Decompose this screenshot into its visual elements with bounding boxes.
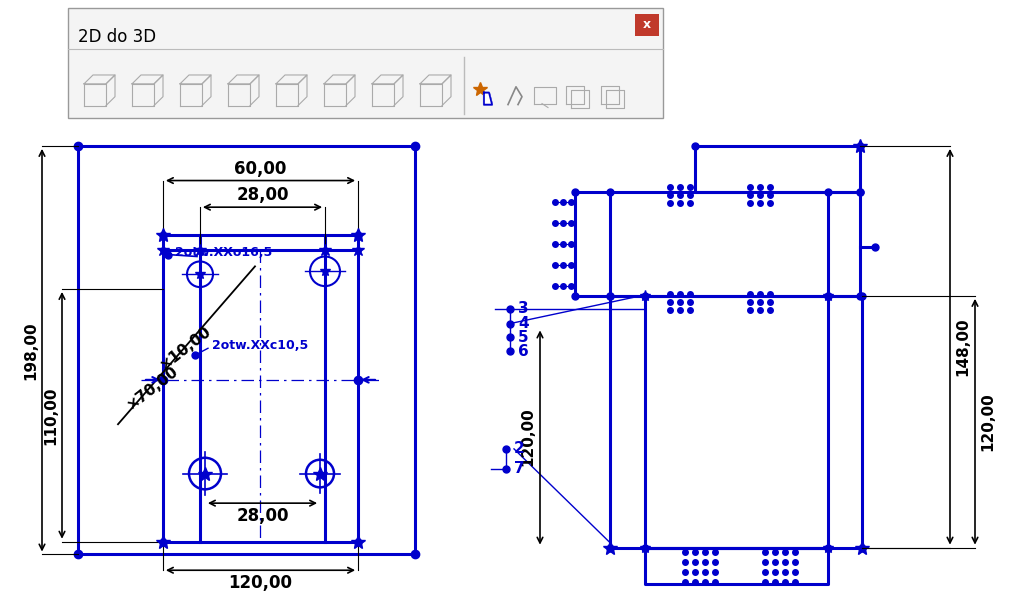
Text: 2otw.XXo16,5: 2otw.XXo16,5 bbox=[175, 246, 272, 259]
Text: 120,00: 120,00 bbox=[520, 408, 535, 466]
Text: 4: 4 bbox=[518, 316, 528, 331]
Text: ×10,00: ×10,00 bbox=[156, 324, 213, 373]
Text: x: x bbox=[643, 18, 651, 31]
Text: 2D do 3D: 2D do 3D bbox=[78, 29, 156, 46]
Text: 2: 2 bbox=[514, 441, 524, 456]
Text: 110,00: 110,00 bbox=[43, 386, 58, 444]
FancyBboxPatch shape bbox=[635, 14, 659, 36]
Text: 120,00: 120,00 bbox=[228, 574, 293, 592]
Text: 6: 6 bbox=[518, 344, 528, 359]
Text: 60,00: 60,00 bbox=[234, 159, 287, 177]
Text: 28,00: 28,00 bbox=[237, 507, 289, 525]
Text: 7: 7 bbox=[514, 461, 524, 476]
Text: ×70,00: ×70,00 bbox=[123, 363, 180, 412]
Text: 148,00: 148,00 bbox=[955, 317, 970, 375]
Text: 28,00: 28,00 bbox=[237, 186, 289, 204]
Text: 5: 5 bbox=[518, 330, 528, 345]
FancyBboxPatch shape bbox=[68, 8, 663, 118]
Text: 198,00: 198,00 bbox=[23, 321, 38, 380]
Text: 120,00: 120,00 bbox=[980, 392, 995, 450]
Text: 3: 3 bbox=[518, 301, 528, 317]
Polygon shape bbox=[484, 93, 492, 105]
Text: 2otw.XXc10,5: 2otw.XXc10,5 bbox=[212, 339, 308, 352]
